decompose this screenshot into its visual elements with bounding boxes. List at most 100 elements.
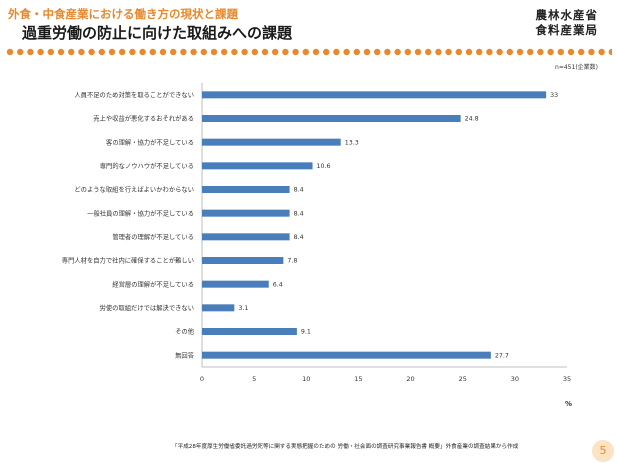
divider-dot xyxy=(292,48,299,56)
page-title: 過重労働の防止に向けた取組みへの課題 xyxy=(22,24,293,42)
bar xyxy=(202,351,491,359)
divider-dot xyxy=(231,48,238,56)
divider-dot xyxy=(476,48,483,56)
divider-dot xyxy=(27,48,34,56)
data-label: 24.8 xyxy=(465,116,479,123)
divider-dot xyxy=(98,48,106,56)
divider-dot xyxy=(598,48,605,56)
divider-dot xyxy=(108,48,116,56)
divider-dot xyxy=(221,48,228,56)
divider-dot xyxy=(57,48,65,56)
divider-dot xyxy=(119,48,126,56)
divider-dot xyxy=(272,48,279,56)
x-tick-label: 25 xyxy=(459,375,467,383)
category-label: どのような取組を行えばよいかわからない xyxy=(74,185,194,194)
bar xyxy=(202,280,269,288)
divider-dot xyxy=(414,48,422,56)
category-label: 人員不足のため対策を取ることができない xyxy=(74,90,194,99)
divider-dot xyxy=(353,48,360,56)
divider-dot xyxy=(159,48,167,56)
x-tick-label: 35 xyxy=(563,375,571,383)
header-subtitle: 外食・中食産業における働き方の現状と課題 xyxy=(8,7,238,21)
divider-dot xyxy=(486,48,493,56)
divider-dot xyxy=(425,48,432,56)
divider-dot xyxy=(323,48,330,56)
x-tick-label: 0 xyxy=(200,375,204,383)
category-label: 経営層の理解が不足している xyxy=(112,279,194,288)
data-label: 8.4 xyxy=(294,210,304,217)
divider-dot xyxy=(139,48,146,56)
divider-dot xyxy=(394,48,401,56)
divider-dot xyxy=(78,48,85,56)
data-label: 33 xyxy=(550,92,558,99)
divider-dot xyxy=(129,48,136,56)
category-label: その他 xyxy=(175,327,195,336)
data-label: 7.8 xyxy=(287,258,297,265)
divider-dot xyxy=(251,48,258,56)
divider-dot xyxy=(6,48,14,56)
divider-dot xyxy=(241,48,248,56)
divider-dot xyxy=(68,48,75,56)
divider-dot xyxy=(506,48,513,56)
divider-dot xyxy=(567,48,575,56)
divider-dot xyxy=(557,48,564,56)
bar xyxy=(202,91,547,99)
x-tick-label: 15 xyxy=(354,375,362,383)
divider-dot xyxy=(537,48,544,56)
category-label: 専門人材を自力で社内に確保することが難しい xyxy=(62,256,194,265)
ministry-logo-text: 農林水産省 食料産業局 xyxy=(536,8,599,38)
divider-dot xyxy=(261,48,269,56)
category-label: 一般社員の理解・協力が不足している xyxy=(87,208,194,217)
divider-dot xyxy=(455,48,462,56)
x-tick-label: 5 xyxy=(252,375,256,383)
divider-dot xyxy=(608,48,612,56)
bar xyxy=(202,138,341,146)
x-tick-label: 20 xyxy=(406,375,414,383)
divider-dot xyxy=(516,48,524,56)
source-note: 「平成28年度厚生労働省委託過労死等に関する実態把握のための 労働・社会面の調査… xyxy=(172,444,519,450)
data-label: 8.4 xyxy=(294,187,304,194)
bar xyxy=(202,209,290,217)
divider-dot xyxy=(200,48,207,56)
divider-dot xyxy=(547,48,554,56)
bar xyxy=(202,186,290,193)
data-label: 9.1 xyxy=(301,329,311,336)
divider-dot xyxy=(190,48,197,56)
divider-dot xyxy=(588,48,595,56)
x-axis-unit-label: % xyxy=(565,400,573,408)
divider-dot xyxy=(149,48,156,56)
divider-dot xyxy=(527,48,534,56)
divider-dot xyxy=(363,48,371,56)
ministry-line-1: 農林水産省 xyxy=(535,8,598,22)
x-tick-label: 10 xyxy=(302,375,310,383)
divider-dot xyxy=(343,48,350,56)
data-label: 10.6 xyxy=(317,163,331,170)
divider-dot xyxy=(333,48,340,56)
divider-dot xyxy=(180,48,187,56)
divider-dot xyxy=(37,48,44,56)
divider-dot xyxy=(465,48,473,56)
data-label: 13.3 xyxy=(345,139,359,146)
divider-dot xyxy=(302,48,309,56)
divider-dot xyxy=(384,48,391,56)
category-label: 労使の取組だけでは解決できない xyxy=(100,303,194,312)
category-label: 管理者の理解が不足している xyxy=(112,232,194,241)
category-label: 無回答 xyxy=(175,350,195,359)
divider-dot xyxy=(578,48,585,56)
category-label: 専門的なノウハウが不足している xyxy=(100,161,194,170)
divider-dot xyxy=(210,48,218,56)
divider-dot xyxy=(17,48,24,56)
data-label: 3.1 xyxy=(238,305,248,312)
data-label: 8.4 xyxy=(294,234,304,241)
divider-dot xyxy=(282,48,289,56)
data-label: 6.4 xyxy=(273,281,283,288)
divider-dot xyxy=(47,48,54,56)
category-label: 売上や収益が悪化するおそれがある xyxy=(93,114,194,123)
dotted-divider xyxy=(6,48,612,56)
x-tick-label: 30 xyxy=(511,375,519,383)
bar xyxy=(202,115,461,122)
divider-dot xyxy=(496,48,503,56)
divider-dot xyxy=(374,48,381,56)
divider-dot xyxy=(312,48,320,56)
